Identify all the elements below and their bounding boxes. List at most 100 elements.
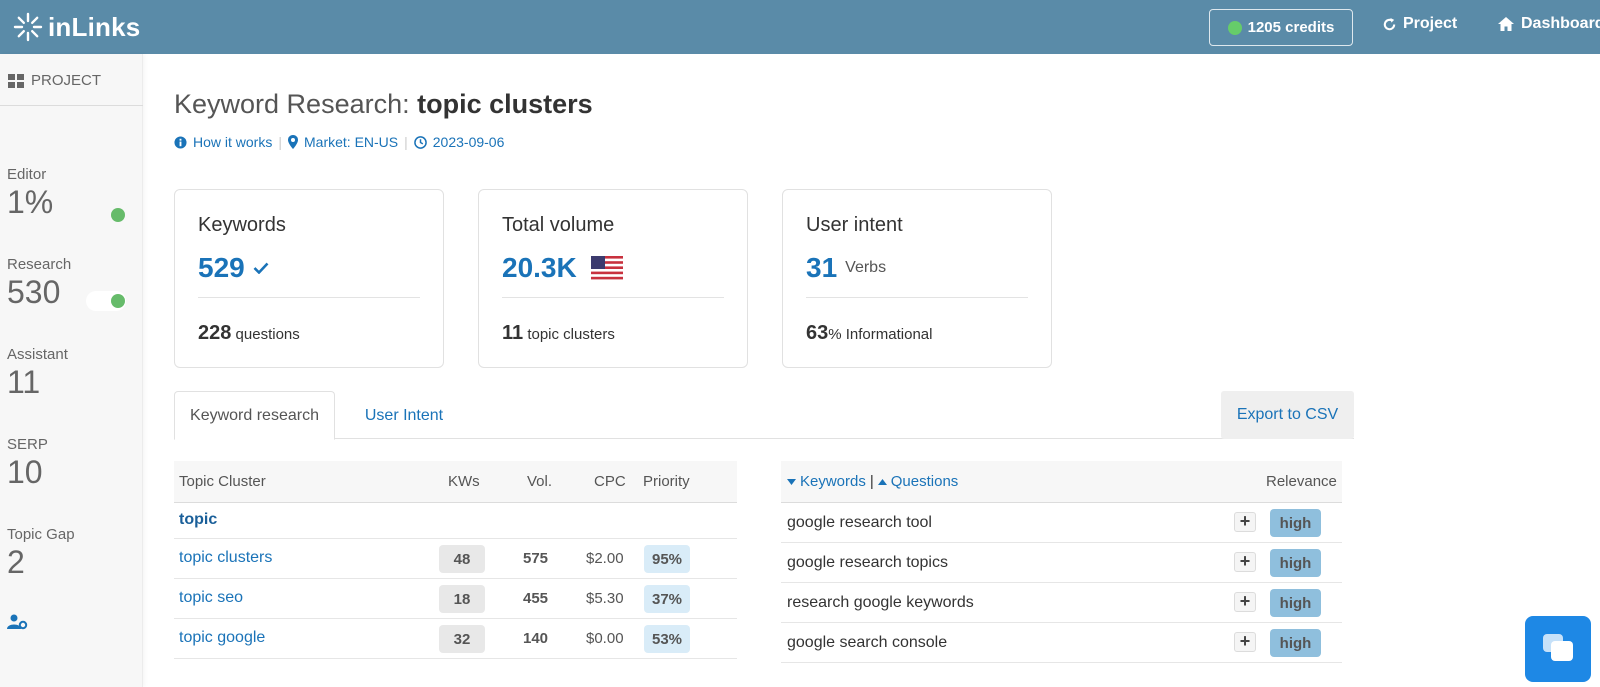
- how-it-works-link[interactable]: How it works: [193, 134, 273, 150]
- credits-label: 1205 credits: [1247, 19, 1335, 36]
- topic-group-link[interactable]: topic: [179, 511, 218, 528]
- questions-count: 228: [198, 322, 232, 344]
- add-keyword-button[interactable]: +: [1234, 512, 1256, 532]
- cpc-cell: $0.00: [586, 630, 624, 647]
- col-vol[interactable]: Vol.: [527, 473, 553, 490]
- refresh-icon: [1383, 17, 1396, 30]
- sidebar-stat-editor[interactable]: Editor 1%: [7, 166, 53, 221]
- card-title: User intent: [806, 214, 903, 236]
- volume-value: 20.3K: [502, 252, 577, 283]
- tab-keyword-research[interactable]: Keyword research: [174, 391, 335, 440]
- volume-cell: 455: [523, 590, 549, 607]
- page-title: Keyword Research: topic clusters: [174, 89, 593, 120]
- chat-icon: [1543, 634, 1573, 661]
- col-kws[interactable]: KWs: [448, 473, 480, 490]
- export-csv-button[interactable]: Export to CSV: [1221, 391, 1354, 439]
- stat-value: 1%: [7, 184, 54, 220]
- plus-icon: +: [1239, 631, 1251, 651]
- dashboard-nav-link[interactable]: Dashboard: [1497, 15, 1600, 33]
- stat-value: 10: [7, 454, 43, 490]
- card-divider: [198, 297, 420, 298]
- card-footer: 63% Informational: [806, 322, 932, 345]
- card-value: 31 Verbs: [806, 252, 886, 284]
- add-keyword-button[interactable]: +: [1234, 552, 1256, 572]
- table-row: topic seo 18 455 $5.30 37%: [174, 579, 737, 619]
- map-marker-icon: [288, 135, 298, 149]
- card-footer: 11 topic clusters: [502, 322, 615, 345]
- stat-value: 2: [7, 544, 25, 580]
- relevance-badge: high: [1270, 509, 1321, 537]
- table-row: google search console + high: [781, 623, 1342, 663]
- col-relevance[interactable]: Relevance: [1266, 473, 1337, 490]
- stat-value: 530: [7, 274, 61, 310]
- cluster-link[interactable]: topic clusters: [179, 549, 273, 566]
- grid-icon: [8, 73, 24, 88]
- cluster-link[interactable]: topic google: [179, 629, 266, 646]
- inlinks-logo[interactable]: inLinks: [12, 12, 140, 42]
- add-keyword-button[interactable]: +: [1234, 592, 1256, 612]
- info-icon: [174, 135, 187, 149]
- informational-percent: 63: [806, 322, 829, 344]
- page-title-prefix: Keyword Research:: [174, 89, 410, 119]
- caret-down-icon: [787, 478, 796, 485]
- keyword-table: Keywords | Questions Relevance google re…: [781, 461, 1342, 663]
- credits-status-dot: [1227, 20, 1242, 35]
- table-row: research google keywords + high: [781, 583, 1342, 623]
- table-row: topic clusters 48 575 $2.00 95%: [174, 539, 737, 579]
- clusters-label: topic clusters: [527, 326, 615, 343]
- col-priority[interactable]: Priority: [643, 473, 690, 490]
- priority-badge: 37%: [644, 585, 690, 613]
- chat-launcher-button[interactable]: [1525, 616, 1591, 682]
- stat-label: SERP: [7, 436, 48, 453]
- home-icon: [1498, 17, 1514, 31]
- page-meta: How it works | Market: EN-US | 2023-09-0…: [174, 134, 504, 150]
- col-cpc[interactable]: CPC: [594, 473, 626, 490]
- check-icon: [253, 262, 269, 274]
- logo-text: inLinks: [48, 11, 141, 42]
- sidebar-stat-serp[interactable]: SERP 10: [7, 436, 48, 491]
- keywords-card: Keywords 529 228 questions: [174, 189, 444, 368]
- sort-keywords-link[interactable]: Keywords: [800, 473, 866, 490]
- sort-separator: |: [869, 473, 874, 490]
- kws-badge[interactable]: 48: [439, 545, 485, 573]
- table-row: topic google 32 140 $0.00 53%: [174, 619, 737, 659]
- meta-separator: |: [278, 134, 282, 150]
- sidebar-stat-topic-gap[interactable]: Topic Gap 2: [7, 526, 75, 581]
- sunburst-logo-icon: [13, 12, 43, 42]
- keywords-count: 529: [198, 252, 245, 283]
- market-link[interactable]: Market: EN-US: [304, 134, 399, 150]
- cluster-link[interactable]: topic seo: [179, 589, 244, 606]
- add-keyword-button[interactable]: +: [1234, 632, 1256, 652]
- page-title-topic: topic clusters: [417, 89, 593, 119]
- table-header: Keywords | Questions Relevance: [781, 461, 1342, 503]
- card-title: Keywords: [198, 214, 286, 236]
- tab-user-intent[interactable]: User Intent: [364, 406, 444, 424]
- plus-icon: +: [1239, 511, 1251, 531]
- verbs-count: 31: [806, 252, 838, 283]
- user-cog-icon: [7, 614, 28, 630]
- user-settings-button[interactable]: [7, 614, 28, 635]
- card-title: Total volume: [502, 214, 615, 236]
- kws-badge[interactable]: 18: [439, 585, 485, 613]
- stat-label: Topic Gap: [7, 526, 75, 543]
- sidebar: PROJECT Editor 1% Research 530 Assistant…: [0, 54, 143, 687]
- sidebar-stat-research[interactable]: Research 530: [7, 256, 71, 311]
- card-value: 529: [198, 252, 269, 284]
- clock-icon: [413, 135, 427, 149]
- user-intent-card: User intent 31 Verbs 63% Informational: [782, 189, 1052, 368]
- sidebar-project-link[interactable]: PROJECT: [8, 72, 101, 89]
- plus-icon: +: [1239, 551, 1251, 571]
- volume-cell: 575: [523, 550, 549, 567]
- priority-badge: 53%: [644, 625, 690, 653]
- total-volume-card: Total volume 20.3K 11 topic clusters: [478, 189, 748, 368]
- sidebar-divider: [0, 105, 143, 106]
- card-divider: [502, 297, 724, 298]
- project-nav-link[interactable]: Project: [1382, 15, 1457, 33]
- caret-up-icon: [877, 478, 887, 485]
- col-topic-cluster[interactable]: Topic Cluster: [179, 473, 266, 490]
- sort-questions-link[interactable]: Questions: [890, 473, 959, 490]
- sidebar-stat-assistant[interactable]: Assistant 11: [7, 346, 68, 401]
- card-value: 20.3K: [502, 252, 623, 284]
- credits-button[interactable]: 1205 credits: [1209, 9, 1353, 46]
- kws-badge[interactable]: 32: [439, 625, 485, 653]
